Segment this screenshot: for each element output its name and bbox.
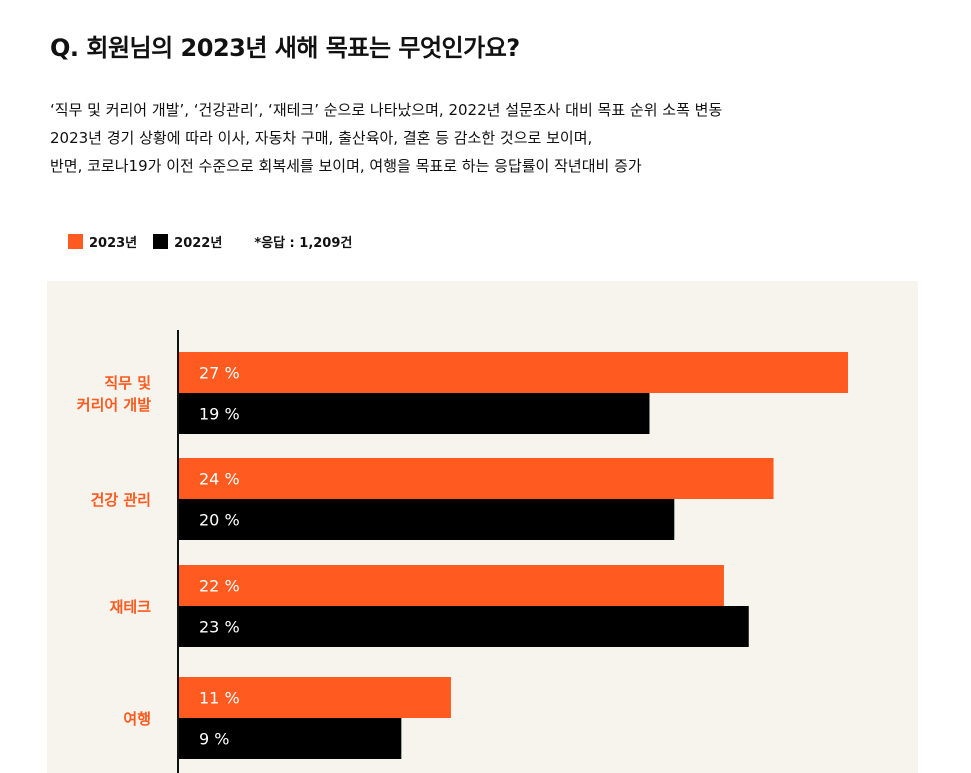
bar-2022 — [178, 606, 749, 647]
description-line: ‘직무 및 커리어 개발’, ‘건강관리’, ‘재테크’ 순으로 나타났으며, … — [50, 101, 723, 119]
page-title: Q. 회원님의 2023년 새해 목표는 무엇인가요? — [50, 34, 520, 62]
bar-2022 — [178, 499, 675, 540]
category-label: 직무 및 — [104, 374, 151, 392]
bar-value-label: 20 % — [199, 511, 240, 530]
description-line: 2023년 경기 상황에 따라 이사, 자동차 구매, 출산육아, 결혼 등 감… — [50, 129, 593, 147]
legend-item-2022: 2022년 — [153, 232, 222, 251]
legend-label-2023: 2023년 — [89, 236, 138, 251]
bar-value-label: 11 % — [199, 689, 240, 708]
legend-swatch-2022 — [153, 234, 169, 249]
chart-legend: 2023년 2022년 *응답 : 1,209건 — [68, 232, 352, 251]
bar-value-label: 22 % — [199, 577, 240, 596]
legend-label-2022: 2022년 — [174, 236, 223, 251]
bar-value-label: 19 % — [199, 405, 240, 424]
bar-value-label: 23 % — [199, 618, 240, 637]
legend-swatch-2023 — [68, 234, 83, 249]
description: ‘직무 및 커리어 개발’, ‘건강관리’, ‘재테크’ 순으로 나타났으며, … — [50, 96, 722, 180]
bar-2023 — [178, 352, 848, 393]
legend-item-2023: 2023년 — [68, 232, 137, 251]
bar-value-label: 24 % — [199, 470, 240, 489]
category-label: 재테크 — [110, 598, 152, 616]
description-line: 반면, 코로나19가 이전 수준으로 회복세를 보이며, 여행을 목표로 하는 … — [50, 157, 642, 175]
bar-2023 — [178, 458, 774, 499]
bar-2022 — [178, 718, 402, 759]
bar-value-label: 27 % — [199, 364, 240, 383]
response-count-note: *응답 : 1,209건 — [254, 236, 353, 251]
category-label: 건강 관리 — [91, 491, 151, 509]
bar-2022 — [178, 393, 650, 434]
bar-2023 — [178, 677, 451, 718]
bar-2023 — [178, 565, 724, 606]
category-label: 여행 — [123, 710, 151, 728]
bar-value-label: 9 % — [199, 730, 229, 749]
category-label: 커리어 개발 — [77, 396, 151, 414]
